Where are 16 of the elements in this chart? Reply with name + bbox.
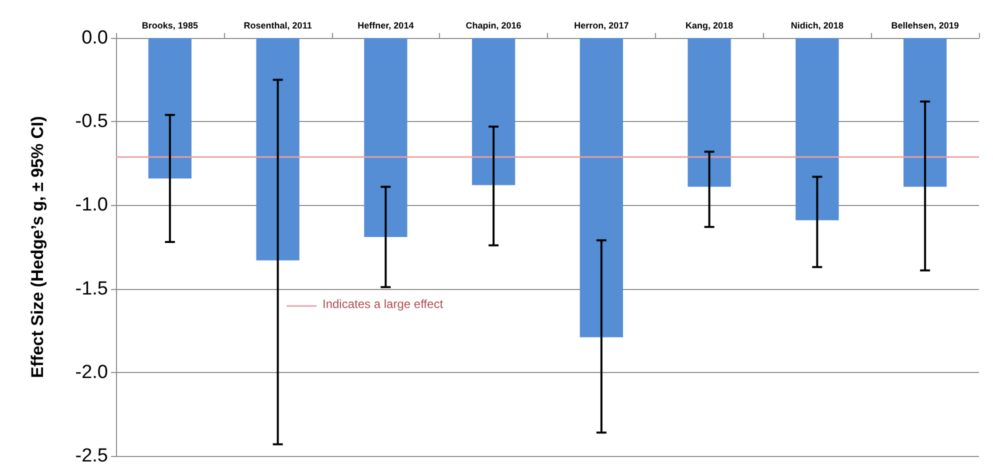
x-tick-label: Bellehsen, 2019 bbox=[891, 20, 959, 30]
x-tick-label: Heffner, 2014 bbox=[358, 20, 414, 30]
y-tick-label: -2.5 bbox=[75, 446, 108, 466]
y-axis-title: Effect Size (Hedge’s g, ± 95% CI) bbox=[28, 116, 47, 378]
x-tick-label: Herron, 2017 bbox=[574, 20, 629, 30]
y-tick-label: -1.0 bbox=[75, 194, 108, 216]
x-tick-label: Chapin, 2016 bbox=[466, 20, 522, 30]
y-tick-label: -2.0 bbox=[75, 362, 108, 383]
legend-label: Indicates a large effect bbox=[322, 297, 444, 311]
x-tick-label: Rosenthal, 2011 bbox=[244, 20, 312, 30]
x-tick-label: Nidich, 2018 bbox=[790, 20, 844, 30]
y-tick-label: -0.5 bbox=[75, 111, 108, 132]
y-tick-label: 0.0 bbox=[82, 28, 108, 48]
x-tick-label: Brooks, 1985 bbox=[142, 20, 198, 30]
y-tick-label: -1.5 bbox=[75, 278, 108, 300]
x-tick-label: Kang, 2018 bbox=[686, 20, 734, 30]
